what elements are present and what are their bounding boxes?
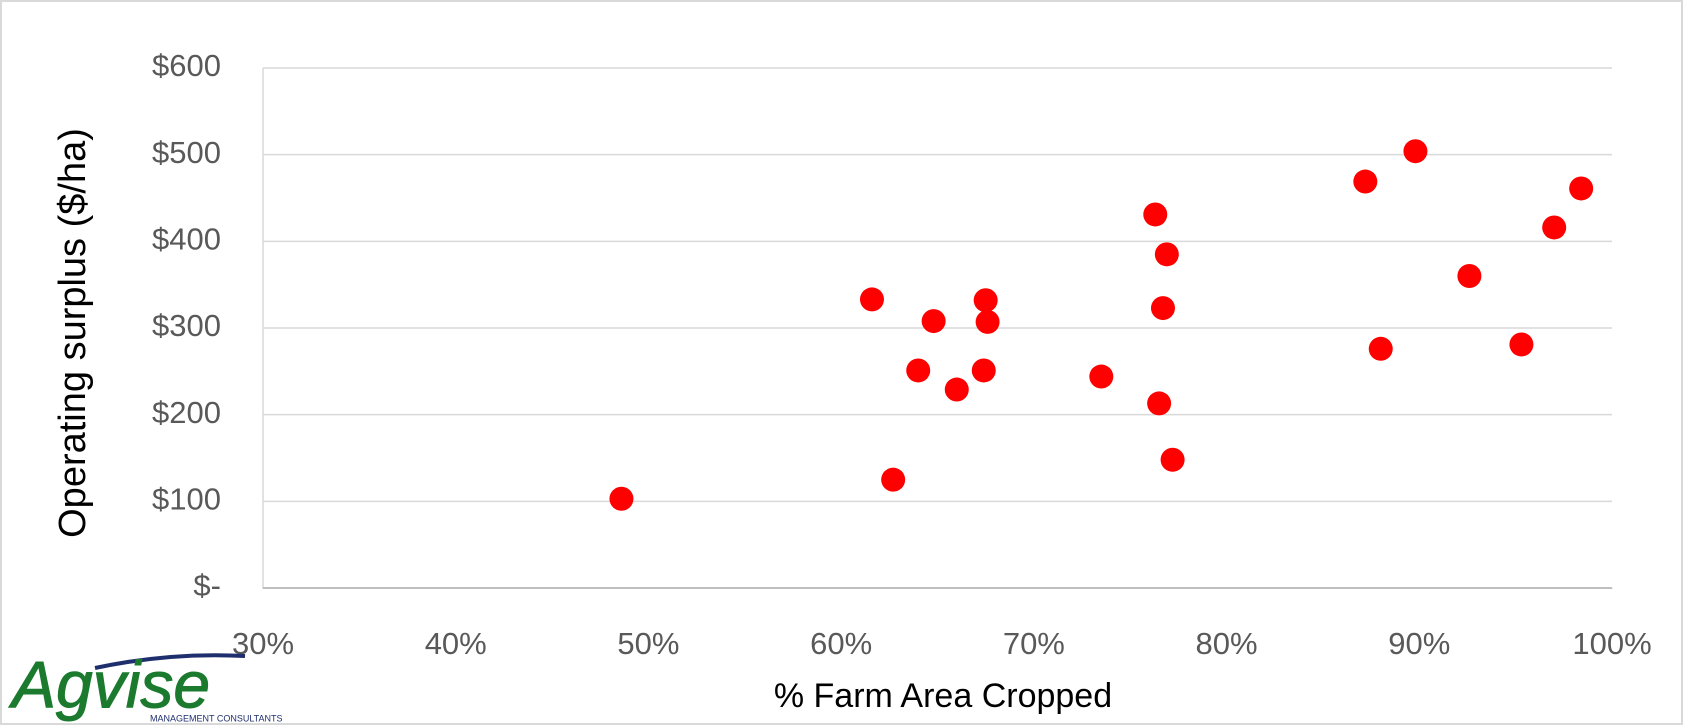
point xyxy=(975,309,1000,334)
point xyxy=(1368,336,1393,361)
y-tick-label: $- xyxy=(193,568,221,603)
x-tick-label: 60% xyxy=(810,626,872,661)
point xyxy=(609,486,634,511)
point xyxy=(906,358,931,383)
x-tick-label: 40% xyxy=(425,626,487,661)
logo-tagline: MANAGEMENT CONSULTANTS xyxy=(150,713,283,723)
point xyxy=(1569,176,1594,201)
logo: Agvise MANAGEMENT CONSULTANTS xyxy=(8,647,283,723)
logo-name: Agvise xyxy=(8,647,210,721)
point xyxy=(1143,202,1168,227)
y-tick-label: $200 xyxy=(152,395,221,430)
x-tick-label: 100% xyxy=(1572,626,1651,661)
point xyxy=(1147,391,1172,416)
point xyxy=(1154,242,1179,267)
point xyxy=(1542,215,1567,240)
point xyxy=(881,467,906,492)
point xyxy=(1089,364,1114,389)
y-axis-title: Operating surplus ($/ha) xyxy=(52,128,94,538)
logo-swoosh xyxy=(94,653,246,670)
point xyxy=(1403,139,1428,164)
x-tick-label: 80% xyxy=(1196,626,1258,661)
point xyxy=(1457,264,1482,288)
x-tick-label: 90% xyxy=(1388,626,1450,661)
point xyxy=(1160,447,1185,472)
y-tick-label: $100 xyxy=(152,482,221,517)
x-axis-title: % Farm Area Cropped xyxy=(774,677,1112,715)
point xyxy=(921,309,946,334)
point xyxy=(944,377,969,402)
point xyxy=(1353,169,1378,194)
y-tick-label: $300 xyxy=(152,308,221,343)
y-tick-label: $500 xyxy=(152,135,221,170)
point xyxy=(973,288,998,313)
y-tick-label: $600 xyxy=(152,48,221,83)
x-tick-label: 50% xyxy=(617,626,679,661)
point xyxy=(1150,296,1175,321)
point xyxy=(859,287,884,312)
x-tick-label: 70% xyxy=(1003,626,1065,661)
y-tick-label: $400 xyxy=(152,222,221,257)
point xyxy=(971,358,996,383)
point xyxy=(1509,332,1534,357)
